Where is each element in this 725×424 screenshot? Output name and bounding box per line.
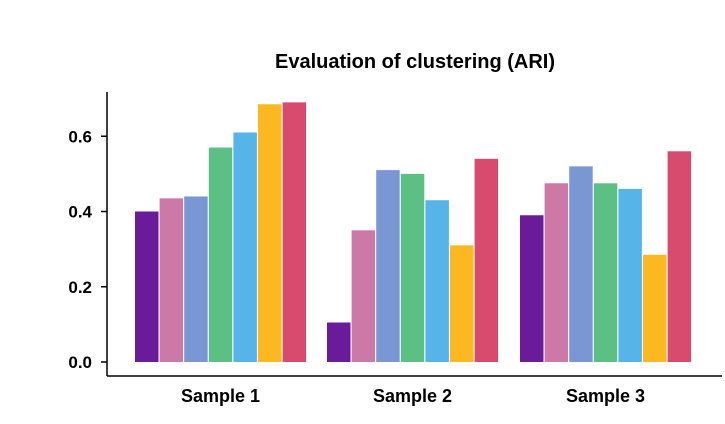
bar-sample-1-series-3 <box>184 196 208 362</box>
y-axis-ticks: 0.0 0.2 0.4 0.6 <box>68 127 107 372</box>
bar-sample-2-series-1 <box>327 322 351 362</box>
bar-sample-1-series-2 <box>159 198 184 362</box>
x-category-label: Sample 3 <box>566 386 645 406</box>
bars-group <box>135 102 692 363</box>
bar-sample-2-series-3 <box>376 170 400 362</box>
bar-sample-3-series-6 <box>643 254 667 362</box>
bar-sample-1-series-7 <box>282 102 307 362</box>
bar-sample-1-series-5 <box>233 132 257 362</box>
bar-sample-2-series-7 <box>474 158 499 362</box>
chart-title: Evaluation of clustering (ARI) <box>275 51 555 73</box>
bar-sample-1-series-1 <box>135 211 159 362</box>
y-tick-label: 0.0 <box>68 353 92 372</box>
x-category-label: Sample 2 <box>373 386 452 406</box>
bar-sample-3-series-2 <box>544 183 569 362</box>
bar-sample-3-series-7 <box>667 151 692 362</box>
x-axis-labels: Sample 1 Sample 2 Sample 3 <box>181 386 645 406</box>
bar-sample-3-series-3 <box>569 166 593 362</box>
x-category-label: Sample 1 <box>181 386 260 406</box>
bar-sample-1-series-4 <box>208 147 233 362</box>
bar-sample-2-series-2 <box>351 230 376 362</box>
bar-sample-3-series-5 <box>618 188 642 362</box>
bar-sample-1-series-6 <box>258 104 282 363</box>
y-tick-label: 0.6 <box>68 127 92 146</box>
y-tick-label: 0.2 <box>68 278 92 297</box>
y-tick-label: 0.4 <box>68 203 92 222</box>
bar-sample-2-series-6 <box>450 245 474 362</box>
bar-sample-3-series-4 <box>593 183 618 362</box>
bar-sample-2-series-5 <box>425 200 449 362</box>
bar-sample-2-series-4 <box>400 173 425 362</box>
bar-sample-3-series-1 <box>520 215 544 362</box>
